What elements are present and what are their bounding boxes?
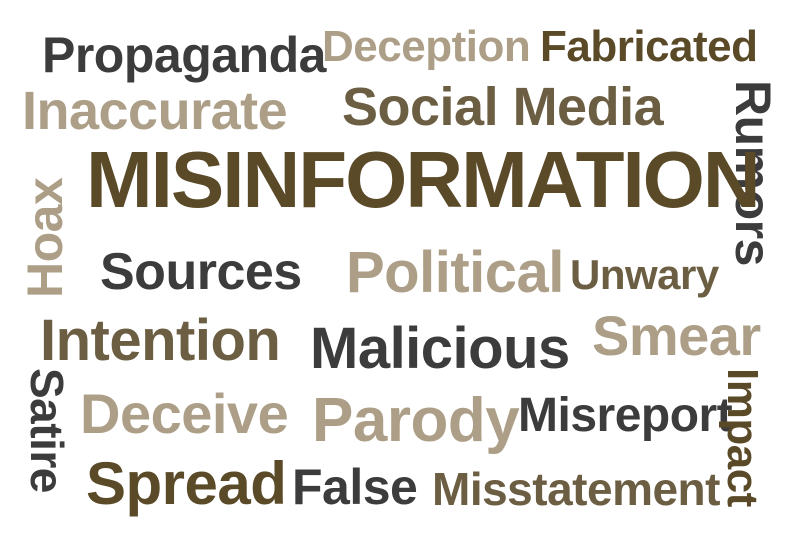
word-social-media: Social Media [342, 77, 664, 137]
word-spread: Spread [86, 450, 287, 517]
word-misstatement: Misstatement [432, 463, 720, 515]
word-sources: Sources [100, 243, 302, 301]
word-false: False [292, 459, 418, 515]
word-unwary: Unwary [570, 251, 719, 298]
word-impact: Impact [718, 368, 767, 507]
word-parody: Parody [312, 386, 520, 455]
word-deception: Deception [322, 22, 531, 71]
word-malicious: Malicious [310, 316, 570, 381]
word-deceive: Deceive [80, 382, 289, 445]
word-satire: Satire [21, 368, 73, 493]
word-misinformation: MISINFORMATION [86, 135, 761, 224]
word-propaganda: Propaganda [42, 27, 326, 83]
word-political: Political [346, 240, 564, 305]
word-misreport: Misreport [518, 389, 733, 442]
word-fabricated: Fabricated [540, 22, 758, 71]
word-inaccurate: Inaccurate [22, 81, 288, 141]
word-intention: Intention [40, 308, 281, 373]
word-hoax: Hoax [17, 177, 73, 298]
word-smear: Smear [592, 304, 761, 367]
